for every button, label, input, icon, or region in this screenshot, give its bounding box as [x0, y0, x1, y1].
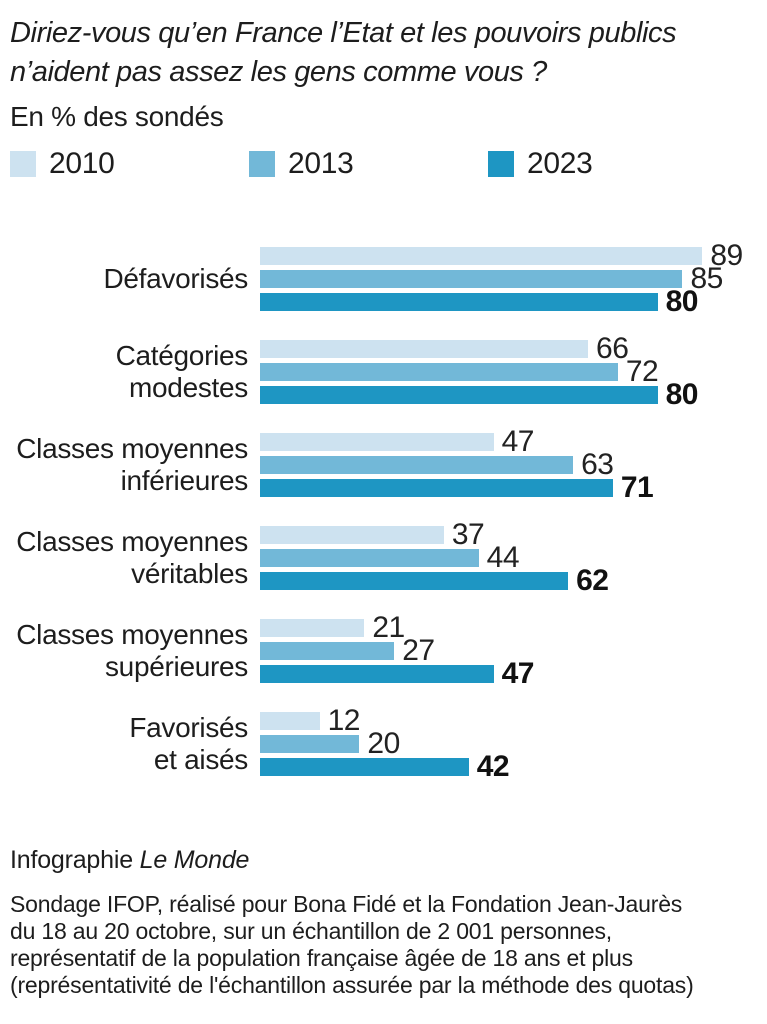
bar-2013 — [260, 734, 360, 753]
category-bars: 47 63 71 — [260, 426, 757, 502]
bar-value-label: 63 — [581, 447, 614, 481]
bar-row-2023: 80 — [260, 286, 757, 316]
category-bars: 21 27 47 — [260, 612, 757, 688]
legend-swatch-icon — [249, 150, 275, 177]
bar-2013 — [260, 362, 618, 381]
chart-group: Classes moyennes supérieures 21 27 47 — [10, 612, 757, 688]
legend-item-2013: 2013 — [249, 147, 488, 181]
category-label: Classes moyennes supérieures — [16, 618, 248, 682]
bar-row-2013: 27 — [260, 635, 757, 665]
category-label: Classes moyennes inférieures — [16, 432, 248, 496]
bar-value-label: 66 — [596, 331, 629, 365]
bar-2023 — [260, 757, 469, 776]
bar-2023 — [260, 664, 494, 683]
bar-value-label: 80 — [665, 284, 699, 318]
bar-row-2013: 63 — [260, 449, 757, 479]
bar-2013 — [260, 641, 395, 660]
category-bars: 89 85 80 — [260, 240, 757, 316]
legend-label: 2013 — [288, 146, 354, 180]
credit-brand: Le Monde — [139, 845, 250, 874]
bar-row-2013: 20 — [260, 728, 757, 758]
bar-row-2010: 66 — [260, 333, 757, 363]
bar-value-label: 71 — [620, 470, 654, 504]
bar-2023 — [260, 292, 658, 311]
legend-swatch-icon — [488, 150, 514, 177]
bar-row-2023: 71 — [260, 472, 757, 502]
credit-line: Infographie Le Monde — [10, 846, 757, 875]
chart-group: Catégories modestes 66 72 80 — [10, 333, 757, 409]
bar-row-2023: 62 — [260, 565, 757, 595]
bar-value-label: 85 — [690, 261, 723, 295]
bar-2023 — [260, 478, 613, 497]
bar-value-label: 37 — [451, 517, 485, 551]
bar-row-2010: 47 — [260, 426, 757, 456]
chart-title: Diriez-vous qu’en France l’Etat et les p… — [10, 17, 677, 89]
category-label: Catégories modestes — [115, 339, 249, 403]
bar-row-2010: 12 — [260, 705, 757, 735]
bar-value-label: 42 — [476, 749, 510, 783]
bar-2010 — [260, 711, 320, 730]
bar-2010 — [260, 618, 365, 637]
category-bars: 12 20 42 — [260, 705, 757, 781]
category-label: Favorisés et aisés — [129, 711, 248, 775]
chart-group: Classes moyennes inférieures 47 63 71 — [10, 426, 757, 502]
category-label: Classes moyennes véritables — [16, 525, 248, 589]
bar-2010 — [260, 432, 494, 451]
bar-value-label: 12 — [327, 703, 361, 737]
category-bars: 66 72 80 — [260, 333, 757, 409]
bar-value-label: 47 — [501, 424, 535, 458]
source-note: Sondage IFOP, réalisé pour Bona Fidé et … — [10, 890, 694, 998]
chart-subtitle: En % des sondés — [10, 100, 224, 132]
legend-label: 2023 — [527, 146, 593, 180]
bar-row-2023: 80 — [260, 379, 757, 409]
bar-2023 — [260, 571, 569, 590]
credit-prefix: Infographie — [10, 845, 140, 874]
bar-value-label: 72 — [625, 354, 659, 388]
legend-label: 2010 — [49, 146, 115, 180]
bar-row-2013: 44 — [260, 542, 757, 572]
bar-2013 — [260, 455, 574, 474]
legend-item-2023: 2023 — [488, 147, 727, 181]
bar-value-label: 27 — [402, 633, 435, 667]
bar-chart: Défavorisés 89 85 80 Catégories modestes 66 72… — [10, 240, 757, 781]
bar-row-2010: 89 — [260, 240, 757, 270]
bar-2023 — [260, 385, 658, 404]
bar-2010 — [260, 339, 589, 358]
chart-group: Favorisés et aisés 12 20 42 — [10, 705, 757, 781]
category-bars: 37 44 62 — [260, 519, 757, 595]
bar-value-label: 89 — [710, 238, 743, 272]
bar-value-label: 44 — [486, 540, 520, 574]
bar-2010 — [260, 246, 703, 265]
legend: 2010 2013 2023 — [10, 147, 757, 181]
bar-2010 — [260, 525, 444, 544]
legend-item-2010: 2010 — [10, 147, 249, 181]
bar-row-2013: 85 — [260, 263, 757, 293]
bar-value-label: 80 — [665, 377, 699, 411]
bar-value-label: 21 — [372, 610, 405, 644]
bar-row-2023: 42 — [260, 751, 757, 781]
bar-row-2023: 47 — [260, 658, 757, 688]
chart-group: Défavorisés 89 85 80 — [10, 240, 757, 316]
bar-value-label: 62 — [576, 563, 609, 597]
bar-row-2010: 21 — [260, 612, 757, 642]
bar-2013 — [260, 269, 683, 288]
legend-swatch-icon — [10, 150, 36, 177]
bar-2013 — [260, 548, 479, 567]
bar-value-label: 47 — [501, 656, 535, 690]
bar-value-label: 20 — [367, 726, 400, 760]
bar-row-2013: 72 — [260, 356, 757, 386]
chart-group: Classes moyennes véritables 37 44 62 — [10, 519, 757, 595]
category-label: Défavorisés — [103, 262, 248, 294]
bar-row-2010: 37 — [260, 519, 757, 549]
